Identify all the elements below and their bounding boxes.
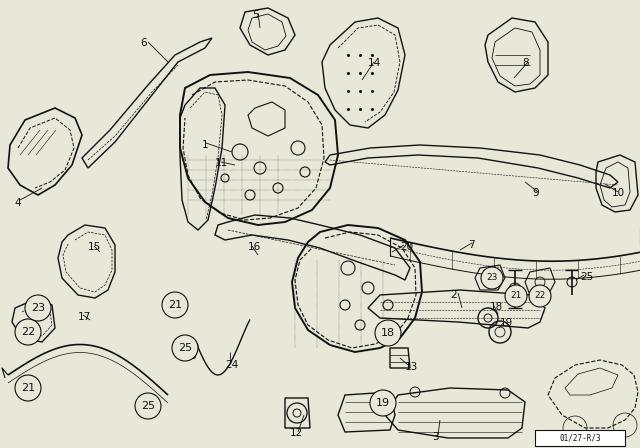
Text: 24: 24 [225, 360, 238, 370]
Text: 22: 22 [534, 292, 546, 301]
Text: 18: 18 [490, 302, 503, 312]
Text: 23: 23 [486, 273, 498, 283]
Circle shape [15, 375, 41, 401]
Text: 25: 25 [580, 272, 593, 282]
Text: 15: 15 [88, 242, 101, 252]
Text: 18: 18 [381, 328, 395, 338]
Text: 3: 3 [432, 432, 438, 442]
Circle shape [481, 267, 503, 289]
Text: 1: 1 [202, 140, 209, 150]
Circle shape [162, 292, 188, 318]
Text: 21: 21 [510, 292, 522, 301]
Text: 13: 13 [405, 362, 419, 372]
Text: 4: 4 [14, 198, 20, 208]
Text: 12: 12 [290, 428, 303, 438]
Text: 14: 14 [368, 58, 381, 68]
Circle shape [25, 295, 51, 321]
Text: 21: 21 [168, 300, 182, 310]
Circle shape [172, 335, 198, 361]
Text: 8: 8 [522, 58, 529, 68]
Text: 6: 6 [140, 38, 147, 48]
Text: 20: 20 [400, 242, 413, 252]
Circle shape [505, 285, 527, 307]
Circle shape [529, 285, 551, 307]
Text: 11: 11 [215, 158, 228, 168]
Text: 7: 7 [468, 240, 475, 250]
Circle shape [375, 320, 401, 346]
Text: 25: 25 [178, 343, 192, 353]
Text: 10: 10 [612, 188, 625, 198]
Text: 17: 17 [78, 312, 92, 322]
Circle shape [135, 393, 161, 419]
Text: 16: 16 [248, 242, 261, 252]
Text: 25: 25 [141, 401, 155, 411]
Text: 01/27-R/3: 01/27-R/3 [559, 434, 601, 443]
Circle shape [370, 390, 396, 416]
Text: 5: 5 [252, 10, 259, 20]
Text: 19: 19 [500, 318, 513, 328]
Text: 22: 22 [21, 327, 35, 337]
Text: 2: 2 [450, 290, 456, 300]
FancyBboxPatch shape [535, 430, 625, 446]
Text: 9: 9 [532, 188, 539, 198]
Circle shape [15, 319, 41, 345]
Text: 23: 23 [31, 303, 45, 313]
Text: 21: 21 [21, 383, 35, 393]
Text: 19: 19 [376, 398, 390, 408]
